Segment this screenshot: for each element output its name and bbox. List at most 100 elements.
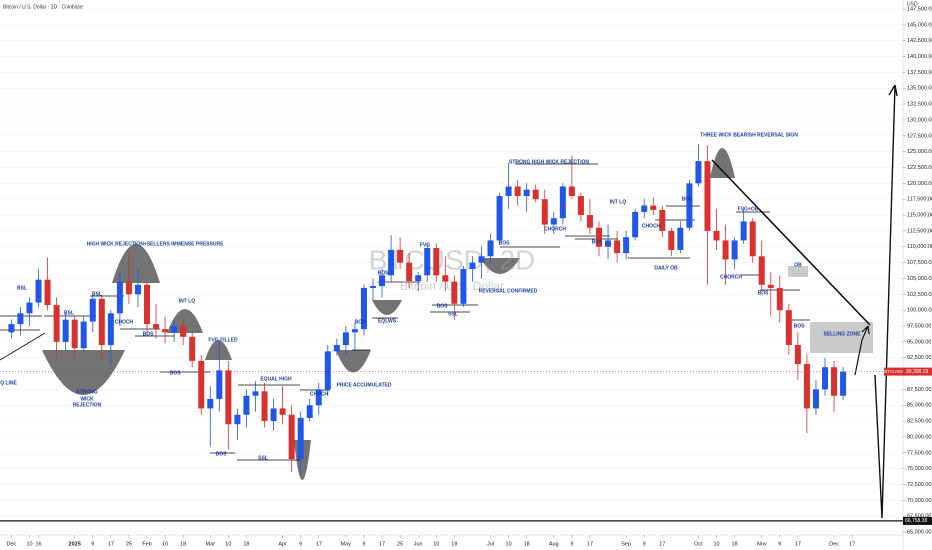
candle-body <box>731 240 738 260</box>
candle-body <box>189 336 196 361</box>
candle-body <box>424 248 431 276</box>
annotation: LQ LINE <box>0 380 18 386</box>
annotation: FVG+OB <box>738 206 759 212</box>
candle-body <box>668 230 675 250</box>
watermark-symbol: BTCUSD, 2D <box>369 244 535 275</box>
candle-body <box>279 408 286 415</box>
candle-body <box>243 395 250 415</box>
candle-body <box>541 199 548 225</box>
y-tick-label: 75,000.00 <box>907 466 931 472</box>
projection-arrow <box>874 84 898 519</box>
y-tick-label: 147,500.00 <box>907 6 932 12</box>
candle-body <box>80 321 87 349</box>
level-tag-bg <box>903 516 932 525</box>
candle-body <box>722 240 729 260</box>
x-tick-label: 10 <box>162 541 168 547</box>
candle-body <box>370 286 376 288</box>
candle-body <box>261 391 268 422</box>
annotation: CHOCH <box>642 223 661 229</box>
candle-body <box>415 275 422 281</box>
candle-body <box>62 319 69 342</box>
candle-body <box>523 189 530 197</box>
candle-body <box>225 370 232 425</box>
chart-header: Bitcoin / U.S. Dollar · 2D · Coinbase <box>3 4 83 10</box>
x-tick-label: Jul <box>487 541 494 547</box>
annotation: OB <box>794 262 802 268</box>
candle-body <box>559 186 566 219</box>
candle-body <box>803 364 810 409</box>
candle-body <box>171 326 178 333</box>
candle-body <box>153 324 160 330</box>
annotation: BSL <box>92 291 102 297</box>
x-tick-label: 10 <box>713 541 719 547</box>
candle-body <box>659 209 666 231</box>
y-tick-label: 67,500.00 <box>907 514 931 520</box>
annotation: FVG <box>420 242 430 248</box>
annotation: BOS <box>682 196 694 202</box>
wick-rejection-zone <box>112 244 160 283</box>
candle-body <box>650 205 657 210</box>
candle-body <box>125 281 132 295</box>
y-tick-label: 112,500.00 <box>907 228 932 234</box>
candle-body <box>496 196 503 241</box>
candle-body <box>586 215 593 228</box>
candle-body <box>451 281 458 304</box>
annotation: BOS <box>499 240 511 246</box>
x-tick-label: 9 <box>643 541 646 547</box>
candle-body <box>614 240 621 254</box>
candle-body <box>35 279 42 303</box>
candle-body <box>605 240 612 247</box>
wick-rejection-zone <box>710 148 735 178</box>
x-tick-label: 9 <box>362 541 365 547</box>
y-tick-label: 80,000.00 <box>907 434 931 440</box>
x-tick-label: Dec <box>829 541 839 547</box>
annotation: REJECTION <box>73 402 102 408</box>
x-tick-label: Nov <box>757 541 767 547</box>
candle-body <box>767 284 774 288</box>
wick-rejection-zone <box>42 350 125 395</box>
candle-body <box>17 313 24 325</box>
annotation: STRONG <box>76 389 98 395</box>
annotation: WICK <box>80 396 94 402</box>
x-tick-label: 9 <box>570 541 573 547</box>
annotation: BOS <box>592 239 604 245</box>
annotation: SSL <box>448 311 458 317</box>
candle-body <box>324 351 331 390</box>
candle-body <box>460 268 467 304</box>
x-tick-label: Jun <box>414 541 423 547</box>
x-tick-label: 17 <box>379 541 385 547</box>
annotation: INT LQ <box>610 199 626 205</box>
candle-body <box>794 345 801 365</box>
candle-body <box>577 196 584 216</box>
candle-body <box>740 221 747 241</box>
y-tick-label: 120,000.00 <box>907 181 932 187</box>
candle-body <box>107 313 114 346</box>
level-tag: 66,758.38 <box>905 518 927 524</box>
wick-rejection-zone <box>372 300 402 315</box>
y-tick-label: 70,000.00 <box>907 498 931 504</box>
annotation: REVERSAL CONFIRMED <box>479 288 538 294</box>
y-tick-label: 107,500.00 <box>907 260 932 266</box>
annotation: SELLING ZONE <box>824 331 862 337</box>
y-tick-label: 87,500.00 <box>907 387 931 393</box>
x-tick-label: 18 <box>243 541 249 547</box>
candle-body <box>8 324 15 333</box>
x-tick-label: 18 <box>451 541 457 547</box>
candle-body <box>677 227 684 250</box>
x-tick-label: 25 <box>126 541 132 547</box>
candle-body <box>288 414 295 460</box>
candle-body <box>550 218 557 225</box>
candle-body <box>89 298 96 322</box>
x-tick-label: 9 <box>299 541 302 547</box>
candle-body <box>252 391 259 396</box>
annotation: CHORCH <box>720 274 742 280</box>
candle-body <box>704 161 711 231</box>
candle-body <box>315 389 322 406</box>
price-tag-bg <box>903 367 932 376</box>
x-tick-label: Aug <box>549 541 559 547</box>
annotation: CHORCH <box>544 226 566 232</box>
candle-body <box>596 227 602 247</box>
candle-body <box>505 186 512 197</box>
candle-body <box>388 249 395 276</box>
